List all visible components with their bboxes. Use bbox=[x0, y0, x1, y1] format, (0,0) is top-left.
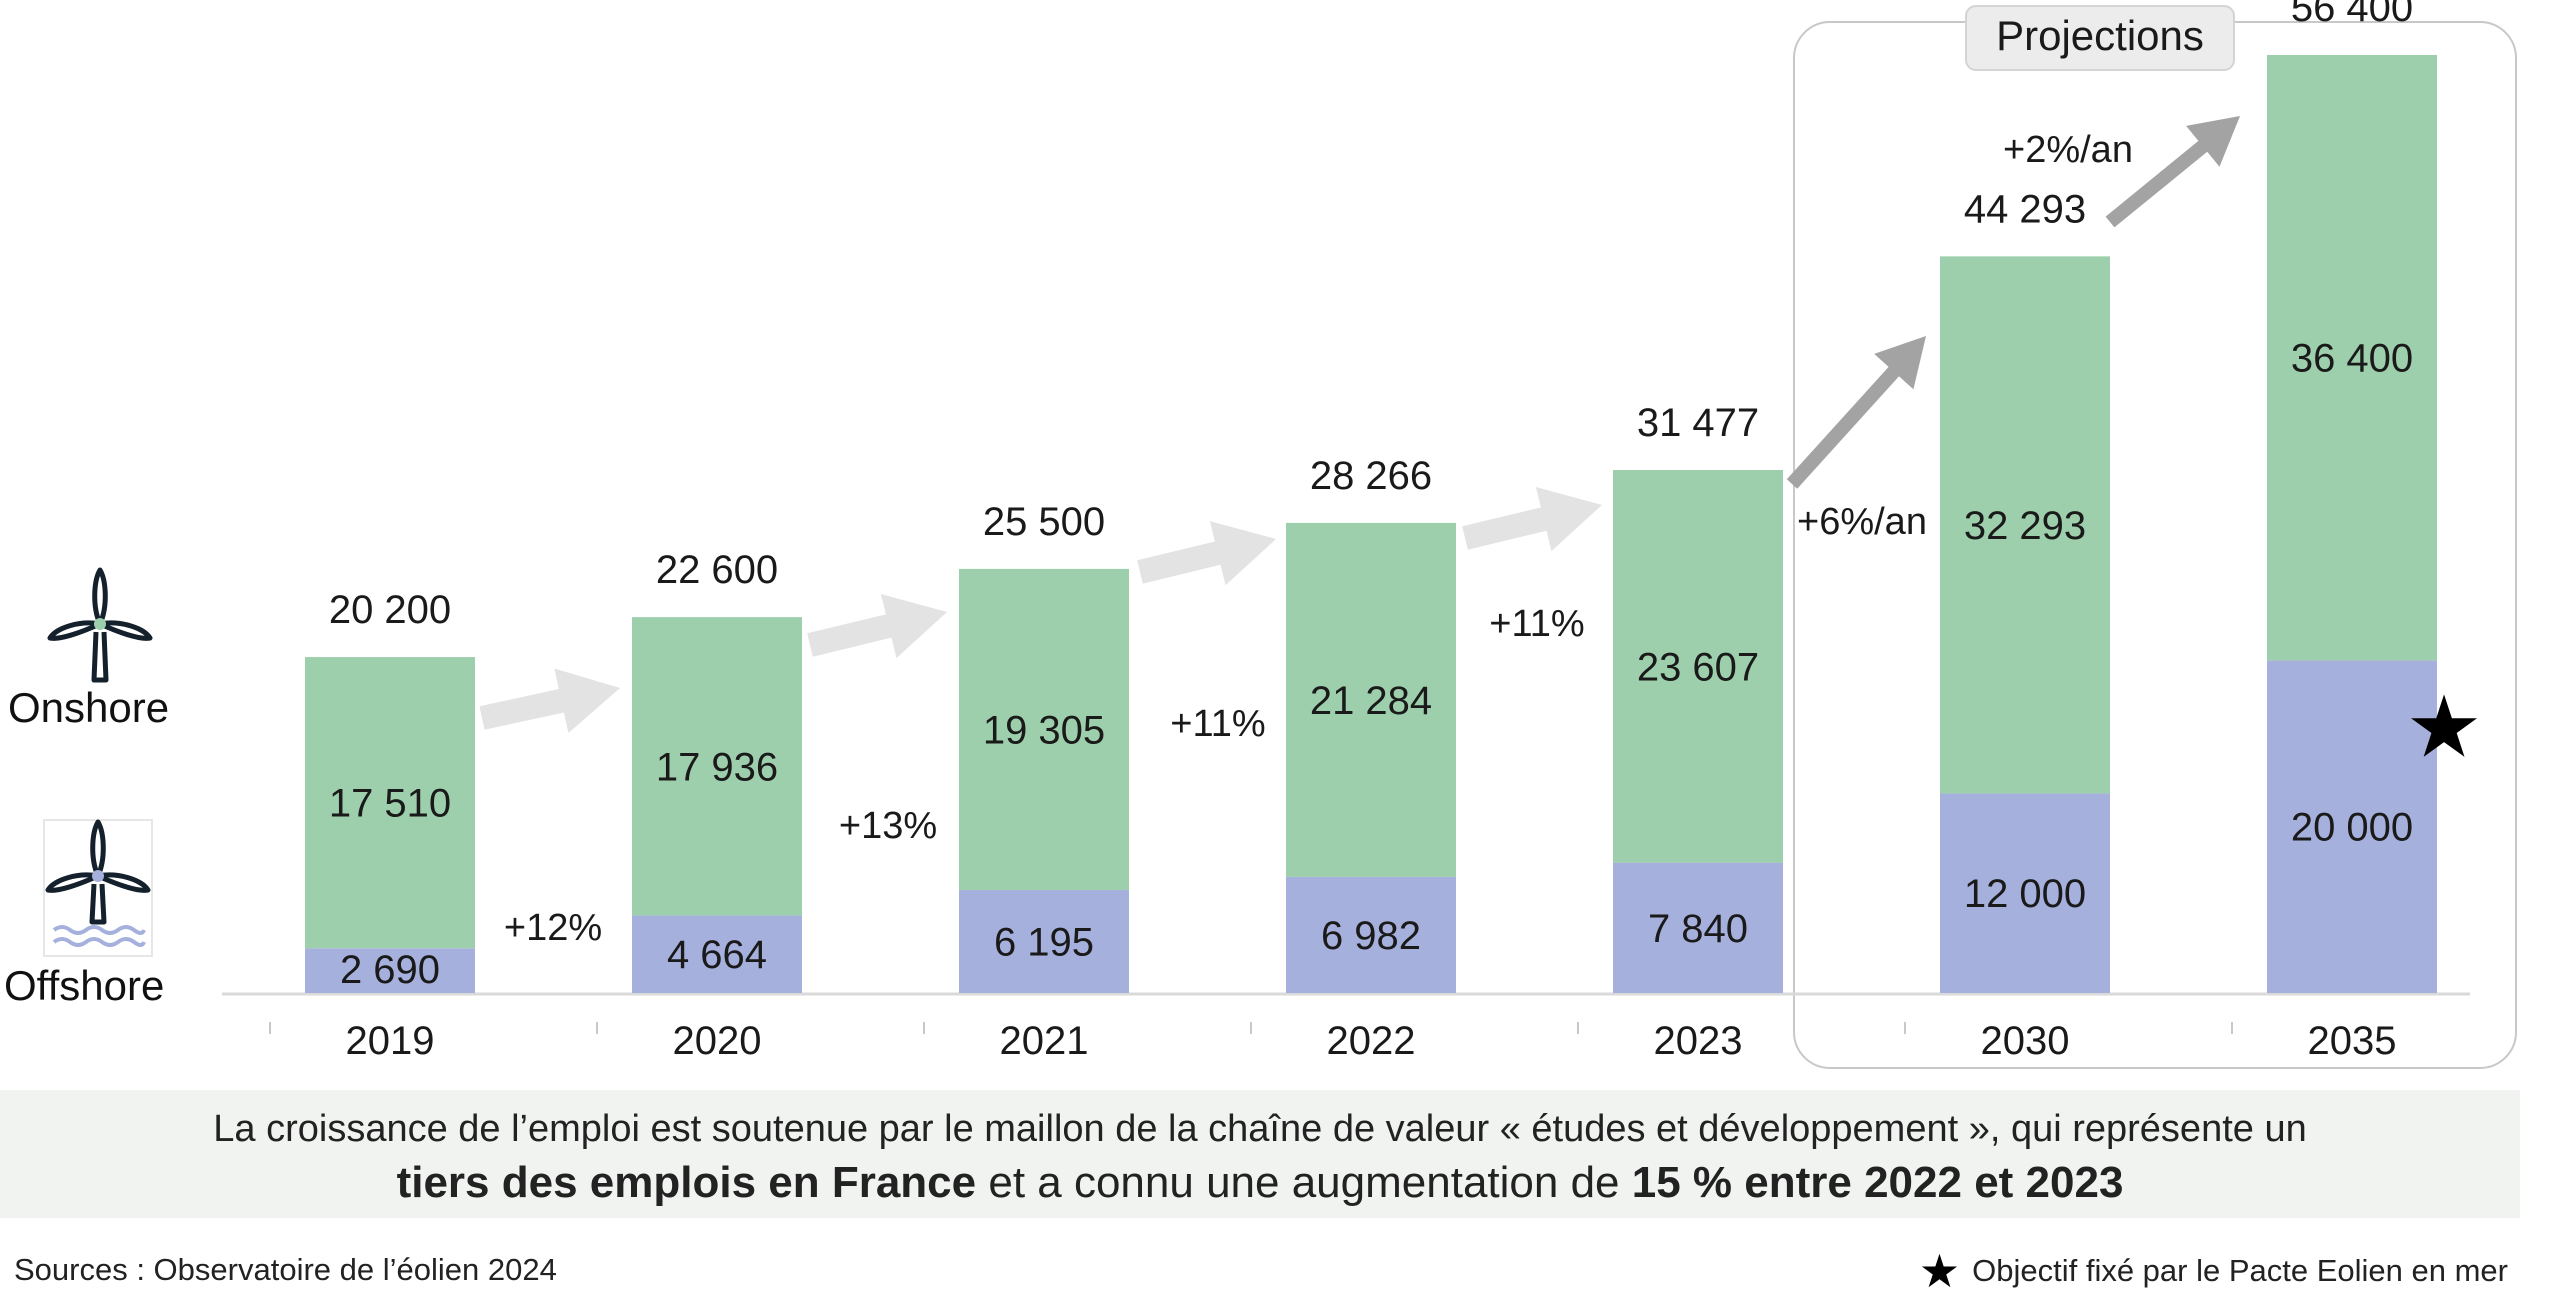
growth-arrow bbox=[2105, 116, 2240, 228]
x-tick-label: 2035 bbox=[2308, 1019, 2397, 1063]
x-tick-label: 2020 bbox=[673, 1019, 762, 1063]
star-icon: ★ bbox=[2405, 677, 2482, 777]
bar-offshore bbox=[305, 948, 475, 993]
offshore-wind-turbine-icon bbox=[42, 818, 154, 958]
onshore-value-label: 17 936 bbox=[656, 745, 778, 789]
growth-arrow bbox=[1137, 521, 1276, 586]
total-value-label: 44 293 bbox=[1964, 187, 2086, 231]
x-tick-label: 2022 bbox=[1327, 1019, 1416, 1063]
x-tick-label: 2021 bbox=[1000, 1019, 1089, 1063]
offshore-value-label: 4 664 bbox=[667, 933, 767, 977]
bar-offshore bbox=[1613, 862, 1783, 993]
onshore-value-label: 17 510 bbox=[329, 782, 451, 826]
bar-offshore bbox=[632, 915, 802, 993]
onshore-value-label: 19 305 bbox=[983, 708, 1105, 752]
offshore-value-label: 20 000 bbox=[2291, 806, 2413, 850]
offshore-value-label: 2 690 bbox=[340, 948, 440, 992]
star-legend: ★ Objectif fixé par le Pacte Eolien en m… bbox=[1919, 1248, 2508, 1294]
key-insight-band bbox=[0, 1090, 2520, 1218]
bar-onshore bbox=[1940, 256, 2110, 794]
projection-title: Projections bbox=[1996, 12, 2204, 59]
legend-onshore-label: Onshore bbox=[8, 684, 170, 731]
offshore-value-label: 7 840 bbox=[1648, 907, 1748, 951]
growth-rate-label: +11% bbox=[1489, 603, 1584, 645]
growth-rate-label: +2%/an bbox=[2003, 129, 2133, 171]
growth-arrow bbox=[1462, 487, 1602, 552]
star-legend-label: Objectif fixé par le Pacte Eolien en mer bbox=[1972, 1253, 2508, 1288]
bar-offshore bbox=[1286, 876, 1456, 993]
bar-onshore bbox=[2267, 55, 2437, 661]
note-bold-growth: 15 % entre 2022 et 2023 bbox=[1631, 1158, 2124, 1207]
note-middle-text: et a connu une augmentation de bbox=[976, 1158, 1632, 1207]
onshore-value-label: 23 607 bbox=[1637, 645, 1759, 689]
total-value-label: 25 500 bbox=[983, 500, 1105, 544]
bar-offshore bbox=[1940, 793, 2110, 993]
bar-onshore bbox=[632, 617, 802, 916]
star-icon: ★ bbox=[1918, 1245, 1961, 1297]
offshore-value-label: 6 195 bbox=[994, 920, 1094, 964]
offshore-value-label: 6 982 bbox=[1321, 914, 1421, 958]
employment-stacked-bar-chart: Projections 2 690 17 510 20 200 2019 4 664 17… bbox=[222, 0, 2517, 1069]
x-tick-label: 2019 bbox=[346, 1019, 435, 1063]
projection-title-box bbox=[1965, 5, 2235, 71]
bar-onshore bbox=[1286, 522, 1456, 877]
growth-rate-label: +11% bbox=[1170, 703, 1265, 745]
note-line-2: tiers des emplois en France et a connu u… bbox=[0, 1158, 2520, 1208]
growth-arrow bbox=[1786, 336, 1926, 489]
bar-offshore bbox=[2267, 660, 2437, 993]
total-value-label: 31 477 bbox=[1637, 401, 1759, 445]
onshore-value-label: 36 400 bbox=[2291, 337, 2413, 381]
growth-rate-label: +12% bbox=[504, 907, 602, 949]
onshore-value-label: 21 284 bbox=[1310, 679, 1432, 723]
offshore-value-label: 12 000 bbox=[1964, 872, 2086, 916]
note-line-1: La croissance de l’emploi est soutenue p… bbox=[213, 1108, 2307, 1150]
total-value-label: 28 266 bbox=[1310, 454, 1432, 498]
legend-offshore-label: Offshore bbox=[4, 962, 165, 1009]
growth-rate-label: +6%/an bbox=[1797, 501, 1927, 543]
growth-arrow bbox=[479, 668, 620, 733]
total-value-label: 56 400 bbox=[2291, 0, 2413, 30]
growth-arrow bbox=[807, 594, 947, 659]
bar-offshore bbox=[959, 889, 1129, 993]
growth-rate-label: +13% bbox=[839, 805, 937, 847]
bar-onshore bbox=[1613, 469, 1783, 863]
total-value-label: 22 600 bbox=[656, 548, 778, 592]
x-tick-label: 2030 bbox=[1981, 1019, 2070, 1063]
onshore-value-label: 32 293 bbox=[1964, 504, 2086, 548]
onshore-wind-turbine-icon bbox=[46, 566, 154, 684]
note-bold-share: tiers des emplois en France bbox=[396, 1158, 977, 1207]
bar-onshore bbox=[305, 657, 475, 949]
total-value-label: 20 200 bbox=[329, 588, 451, 632]
source-text: Sources : Observatoire de l’éolien 2024 bbox=[14, 1252, 557, 1287]
bar-onshore bbox=[959, 568, 1129, 890]
x-tick-label: 2023 bbox=[1654, 1019, 1743, 1063]
